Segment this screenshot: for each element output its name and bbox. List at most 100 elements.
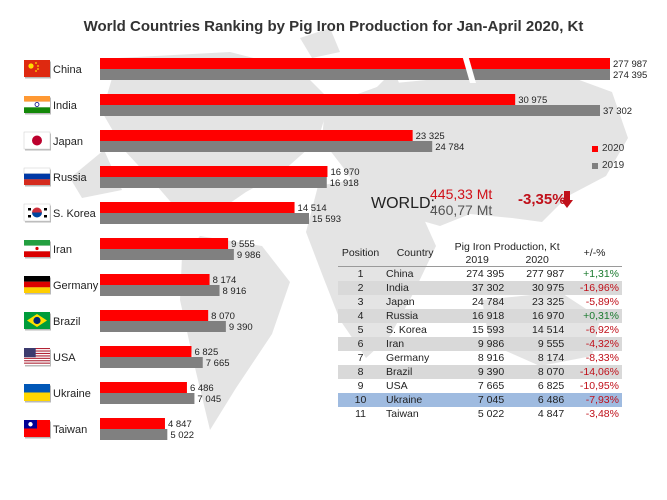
bar-2019-usa — [100, 357, 203, 368]
value-label-2019-brazil: 9 390 — [229, 322, 253, 333]
country-label-brazil: Brazil — [53, 316, 81, 328]
cell-2019: 24 784 — [472, 296, 505, 308]
down-arrow-icon — [561, 191, 573, 208]
header-change: +/-% — [567, 240, 622, 267]
cell-change: -14,06% — [567, 365, 622, 379]
cell-change: -8,33% — [585, 352, 619, 364]
value-label-2019-germany: 8 916 — [223, 286, 247, 297]
country-label-germany: Germany — [53, 280, 99, 292]
cell-position: 5 — [357, 324, 364, 336]
country-label-usa: USA — [53, 352, 76, 364]
russia-flag-icon — [23, 167, 51, 187]
legend-swatch-2020 — [592, 145, 598, 152]
cell-2020: 8 070 — [507, 365, 568, 379]
table-row: 6 Iran 9 986 9 555 -4,32% — [338, 337, 622, 351]
country-label-ukraine: Ukraine — [53, 388, 91, 400]
brazil-flag-icon — [24, 312, 51, 331]
cell-2020: 30 975 — [507, 281, 568, 295]
value-label-2020-brazil: 8 070 — [211, 311, 235, 322]
iran-flag-icon — [24, 240, 51, 259]
bar-2019-iran — [100, 249, 234, 260]
cell-2019: 9 986 — [447, 337, 508, 351]
value-label-2019-russia: 16 918 — [330, 178, 359, 189]
cell-2020: 6 486 — [507, 393, 568, 407]
header-production: Pig Iron Production, Kt — [454, 240, 560, 253]
value-label-2019-usa: 7 665 — [206, 358, 230, 369]
bar-2020-russia — [100, 166, 328, 177]
bar-2019-brazil — [100, 321, 226, 332]
bars-layer — [100, 55, 610, 440]
cell-2020: 4 847 — [537, 408, 565, 420]
country-label-china: China — [53, 64, 83, 76]
world-value-2020: 445,33 Mt — [430, 186, 493, 202]
cell-2020: 277 987 — [526, 268, 565, 280]
cell-change: +0,31% — [567, 309, 622, 323]
legend: 2020 2019 — [592, 140, 624, 174]
header-2019: 2019 — [447, 253, 508, 267]
cell-2020: 14 514 — [532, 324, 565, 336]
country-label-taiwan: Taiwan — [53, 424, 87, 436]
value-label-2019-china: 274 395 — [613, 70, 647, 81]
taiwan-flag-icon — [24, 420, 51, 439]
table-row: 3 Japan 24 784 23 325 -5,89% — [338, 295, 622, 309]
legend-label-2019: 2019 — [602, 160, 625, 171]
cell-position: 6 — [338, 337, 384, 351]
flags-layer — [23, 60, 51, 439]
ukraine-flag-icon — [24, 384, 51, 403]
cell-2019: 16 918 — [447, 309, 508, 323]
cell-country: Brazil — [383, 365, 448, 379]
ranking-table: Position Country Pig Iron Production, Kt… — [338, 240, 622, 421]
legend-swatch-2019 — [592, 162, 598, 169]
cell-country: India — [383, 281, 448, 295]
india-flag-icon — [24, 96, 51, 115]
bar-2020-china — [100, 58, 610, 69]
cell-country: China — [386, 268, 414, 280]
bar-2020-taiwan — [100, 418, 165, 429]
table-row: 2 India 37 302 30 975 -16,96% — [338, 281, 622, 295]
country-label-india: India — [53, 100, 78, 112]
cell-2019: 7 665 — [477, 380, 505, 392]
cell-country: Iran — [383, 337, 448, 351]
table-row: 11 Taiwan 5 022 4 847 -3,48% — [338, 407, 622, 421]
cell-2019: 5 022 — [477, 408, 505, 420]
legend-item-2020: 2020 — [592, 140, 624, 157]
value-label-2020-s-korea: 14 514 — [298, 203, 327, 214]
cell-2020: 8 174 — [537, 352, 565, 364]
table-row: 7 Germany 8 916 8 174 -8,33% — [338, 351, 622, 365]
value-label-2019-s-korea: 15 593 — [312, 214, 341, 225]
cell-country: Japan — [386, 296, 415, 308]
chart-title: World Countries Ranking by Pig Iron Prod… — [83, 18, 584, 35]
value-label-2020-russia: 16 970 — [330, 167, 359, 178]
country-label-iran: Iran — [53, 244, 72, 256]
japan-flag-icon — [23, 131, 51, 151]
bar-2019-india — [100, 105, 600, 116]
cell-position: 4 — [338, 309, 384, 323]
bar-2020-india — [100, 94, 516, 105]
table-row: 4 Russia 16 918 16 970 +0,31% — [338, 309, 622, 323]
bar-2019-ukraine — [100, 393, 195, 404]
value-label-2019-japan: 24 784 — [435, 142, 464, 153]
header-country: Country — [383, 240, 448, 267]
bar-2019-china — [100, 69, 610, 80]
cell-position: 11 — [355, 408, 366, 420]
bar-2019-germany — [100, 285, 220, 296]
bar-2020-usa — [100, 346, 192, 357]
world-change: -3,35% — [518, 191, 566, 208]
cell-2020: 23 325 — [532, 296, 565, 308]
cell-country: USA — [386, 380, 408, 392]
germany-flag-icon — [24, 276, 51, 295]
cell-change: -7,93% — [567, 393, 622, 407]
bar-2019-japan — [100, 141, 433, 152]
country-label-s-korea: S. Korea — [53, 208, 97, 220]
cell-country: Ukraine — [383, 393, 448, 407]
value-label-2019-taiwan: 5 022 — [170, 430, 194, 441]
value-label-2020-japan: 23 325 — [416, 131, 445, 142]
cell-2019: 37 302 — [447, 281, 508, 295]
cell-change: -6,92% — [585, 324, 619, 336]
table-row: 10 Ukraine 7 045 6 486 -7,93% — [338, 393, 622, 407]
value-label-2020-taiwan: 4 847 — [168, 419, 192, 430]
bar-2020-s-korea — [100, 202, 295, 213]
bar-2020-germany — [100, 274, 210, 285]
